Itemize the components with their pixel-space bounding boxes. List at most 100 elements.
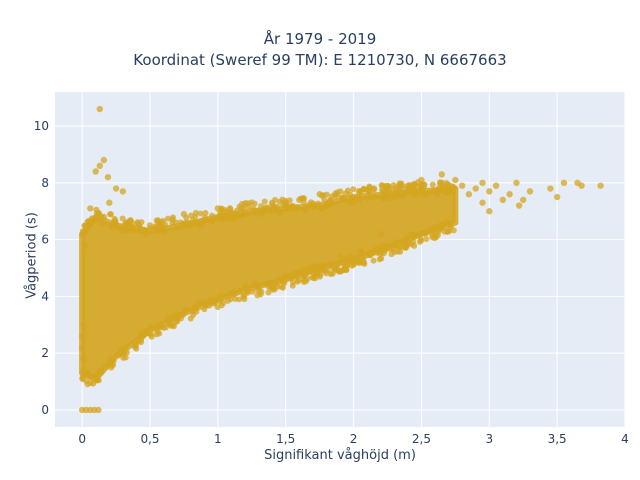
data-point xyxy=(370,257,377,264)
data-point xyxy=(465,191,473,198)
data-point xyxy=(431,225,439,232)
data-point xyxy=(115,352,122,359)
data-point xyxy=(316,191,323,198)
data-point xyxy=(303,204,310,211)
data-point xyxy=(411,233,418,240)
data-point xyxy=(155,321,162,328)
data-point xyxy=(385,188,392,195)
data-point xyxy=(449,183,456,190)
data-point xyxy=(360,259,367,266)
chart-title-line-2: Koordinat (Sweref 99 TM): E 1210730, N 6… xyxy=(133,51,507,69)
y-tick-label: 8 xyxy=(41,176,49,190)
data-point xyxy=(289,282,296,289)
data-point xyxy=(95,406,102,414)
data-point xyxy=(223,293,230,300)
data-point xyxy=(192,209,199,216)
data-point xyxy=(479,179,486,187)
data-point xyxy=(236,296,243,303)
data-point xyxy=(337,188,344,195)
data-point xyxy=(318,263,325,270)
data-point xyxy=(197,210,204,217)
data-point xyxy=(287,275,294,282)
data-point xyxy=(371,193,378,200)
data-point xyxy=(251,280,258,287)
data-point xyxy=(202,303,209,310)
y-tick-labels: 0 2 4 6 8 10 xyxy=(34,119,49,417)
data-point xyxy=(553,193,561,201)
data-point xyxy=(80,373,87,380)
data-point xyxy=(156,330,163,337)
data-point xyxy=(173,224,180,231)
data-point xyxy=(168,315,175,322)
data-point xyxy=(327,261,334,268)
data-point xyxy=(162,324,169,331)
data-point xyxy=(296,196,303,204)
points-layer xyxy=(78,105,604,414)
data-point xyxy=(187,223,194,230)
data-point xyxy=(277,275,284,282)
data-point xyxy=(379,186,386,193)
data-point xyxy=(89,219,96,226)
data-point xyxy=(251,200,258,207)
data-point xyxy=(411,242,418,249)
data-point xyxy=(112,185,120,192)
data-point xyxy=(121,223,128,230)
data-point xyxy=(190,311,197,318)
data-point xyxy=(312,270,319,277)
data-point xyxy=(180,210,188,218)
data-point xyxy=(438,171,445,178)
data-point xyxy=(445,219,452,226)
data-point xyxy=(262,204,269,211)
data-point xyxy=(452,176,459,184)
data-point xyxy=(323,270,330,277)
data-point xyxy=(96,368,103,375)
data-point xyxy=(333,261,340,268)
data-point xyxy=(423,235,430,242)
data-point xyxy=(92,168,99,175)
data-point xyxy=(161,228,168,235)
data-point xyxy=(268,199,276,206)
data-point xyxy=(380,243,387,250)
data-point xyxy=(431,188,439,195)
data-point xyxy=(479,199,486,206)
data-point xyxy=(547,185,554,192)
y-tick-label: 4 xyxy=(41,289,49,303)
data-point xyxy=(385,183,392,190)
data-point xyxy=(417,230,424,237)
data-point xyxy=(439,183,446,190)
data-point xyxy=(119,188,127,195)
data-point xyxy=(377,230,384,238)
chart-title-line-1: År 1979 - 2019 xyxy=(263,30,377,48)
data-point xyxy=(396,244,403,251)
data-point xyxy=(399,182,406,189)
data-point xyxy=(123,349,130,356)
data-point xyxy=(148,323,155,330)
data-point xyxy=(155,225,162,232)
data-point xyxy=(339,195,346,202)
data-point xyxy=(136,222,143,229)
data-point xyxy=(285,204,292,211)
data-point xyxy=(436,223,443,230)
data-point xyxy=(180,220,187,227)
data-point xyxy=(202,209,209,216)
data-point xyxy=(344,261,351,268)
x-tick-label: 3 xyxy=(485,432,493,446)
x-tick-label: 4 xyxy=(621,432,629,446)
data-point xyxy=(425,228,432,235)
data-point xyxy=(416,238,423,245)
x-tick-label: 0,5 xyxy=(140,432,159,446)
data-point xyxy=(98,213,105,220)
data-point xyxy=(307,264,314,271)
data-point xyxy=(310,200,317,207)
data-point xyxy=(347,191,354,198)
data-point xyxy=(254,207,261,214)
data-point xyxy=(96,162,103,170)
data-point xyxy=(192,303,199,310)
data-point xyxy=(282,199,289,206)
data-point xyxy=(275,209,282,216)
data-point xyxy=(208,217,215,224)
data-point xyxy=(279,284,286,291)
data-point xyxy=(104,173,112,181)
data-point xyxy=(423,190,430,197)
data-point xyxy=(106,199,113,206)
